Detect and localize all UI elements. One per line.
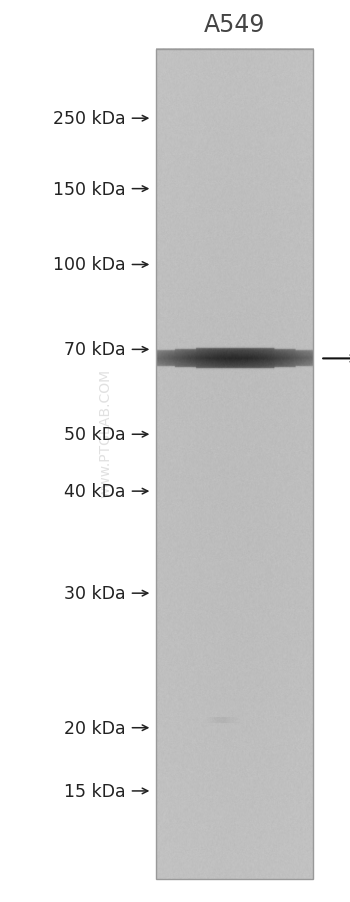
Text: 100 kDa: 100 kDa — [53, 256, 126, 274]
Text: 15 kDa: 15 kDa — [64, 782, 126, 800]
Bar — [156, 50, 313, 879]
Text: 250 kDa: 250 kDa — [53, 110, 126, 128]
Text: 40 kDa: 40 kDa — [64, 483, 126, 501]
Text: 50 kDa: 50 kDa — [64, 426, 126, 444]
Text: A549: A549 — [204, 14, 265, 37]
Text: 30 kDa: 30 kDa — [64, 584, 126, 603]
Text: 70 kDa: 70 kDa — [64, 341, 126, 359]
Text: 150 kDa: 150 kDa — [53, 180, 126, 198]
Text: 20 kDa: 20 kDa — [64, 719, 126, 737]
Text: www.PTGLAB.COM: www.PTGLAB.COM — [98, 369, 112, 497]
